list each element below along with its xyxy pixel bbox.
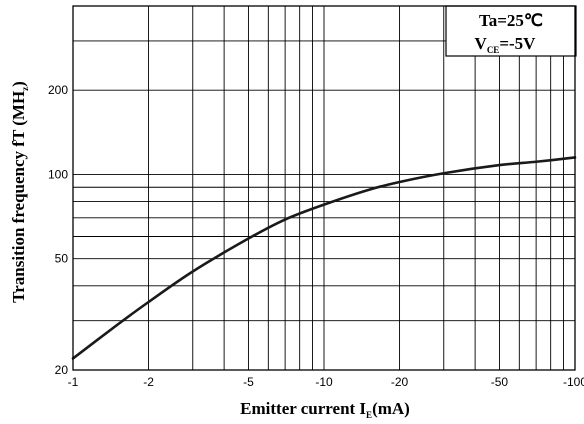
- y-axis-title-main: Transition frequency fT (MH: [9, 91, 28, 303]
- x-tick-label: -50: [491, 375, 509, 389]
- x-axis-title-sub: E: [366, 410, 372, 420]
- condition-annotation: Ta=25℃ VCE=-5V: [445, 5, 577, 57]
- y-axis-title-suffix: ): [9, 81, 28, 87]
- x-tick-label: -5: [243, 375, 254, 389]
- plot-frame: [72, 5, 576, 371]
- x-axis-title-main: Emitter current I: [240, 399, 366, 418]
- annotation-line-1: Ta=25℃: [479, 11, 543, 30]
- tick-labels: -1 -2 -5 -10 -20 -50 -100 20 50 100 200: [48, 83, 584, 389]
- annotation-line-2: VCE=-5V: [475, 34, 537, 55]
- y-axis-title-sub: z: [20, 87, 30, 91]
- x-tick-label: -2: [143, 375, 154, 389]
- y-tick-label: 100: [48, 167, 68, 181]
- x-tick-label: -20: [391, 375, 409, 389]
- grid: [72, 5, 576, 371]
- annotation-line-2-sub: CE: [487, 45, 500, 55]
- x-axis-title-suffix: (mA): [372, 399, 410, 418]
- annotation-line-2-main: V: [475, 34, 488, 53]
- y-axis-title: Transition frequency fT (MHz): [9, 81, 30, 303]
- x-tick-label: -1: [68, 375, 79, 389]
- y-tick-label: 50: [55, 252, 69, 266]
- x-tick-label: -100: [563, 375, 584, 389]
- y-tick-label: 200: [48, 83, 68, 97]
- annotation-line-2-suffix: =-5V: [499, 34, 536, 53]
- annotation-box: [445, 5, 577, 57]
- x-tick-label: -10: [315, 375, 333, 389]
- y-tick-label: 20: [55, 363, 69, 377]
- series-line-0: [71, 156, 577, 360]
- series: [71, 156, 577, 360]
- x-axis-title: Emitter current IE(mA): [240, 399, 410, 420]
